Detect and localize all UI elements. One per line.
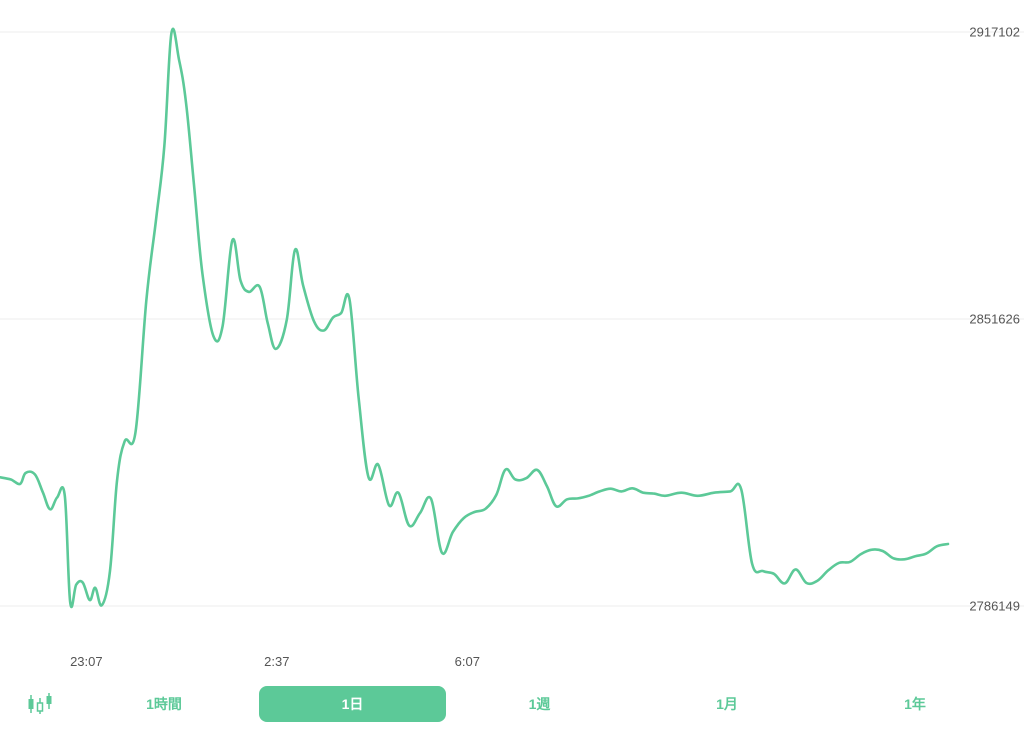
line-layer <box>0 27 950 609</box>
x-tick-label: 6:07 <box>455 654 480 669</box>
range-1-day-label: 1日 <box>341 696 364 712</box>
candlestick-glyph <box>28 693 52 714</box>
candlestick-icon[interactable] <box>26 692 54 716</box>
range-1-hour-label: 1時間 <box>146 696 182 712</box>
range-1-month-label: 1月 <box>716 696 738 712</box>
range-1-week-label: 1週 <box>528 696 551 712</box>
x-axis-labels: 23:072:376:079:3713:0716:35 <box>70 654 480 669</box>
range-1-week-button[interactable]: 1週 <box>446 686 633 722</box>
range-1-month-button[interactable]: 1月 <box>633 686 821 722</box>
x-tick-label: 23:07 <box>70 654 103 669</box>
range-1-year-label: 1年 <box>904 696 926 712</box>
range-1-year-button[interactable]: 1年 <box>821 686 1009 722</box>
x-tick-label: 2:37 <box>264 654 289 669</box>
range-1-hour-button[interactable]: 1時間 <box>70 686 258 722</box>
price-series-line <box>0 27 950 609</box>
y-tick-label: 2917102 <box>969 25 1020 40</box>
y-tick-label: 2786149 <box>969 599 1020 614</box>
range-1-day-button[interactable]: 1日 <box>259 686 446 722</box>
y-tick-label: 2851626 <box>969 311 1020 326</box>
grid-layer <box>0 31 1024 607</box>
time-range-selector: 1時間 1日 1週 1月 1年 <box>0 686 1024 722</box>
y-axis-labels: 2917102 2851626 2786149 <box>969 25 1020 614</box>
